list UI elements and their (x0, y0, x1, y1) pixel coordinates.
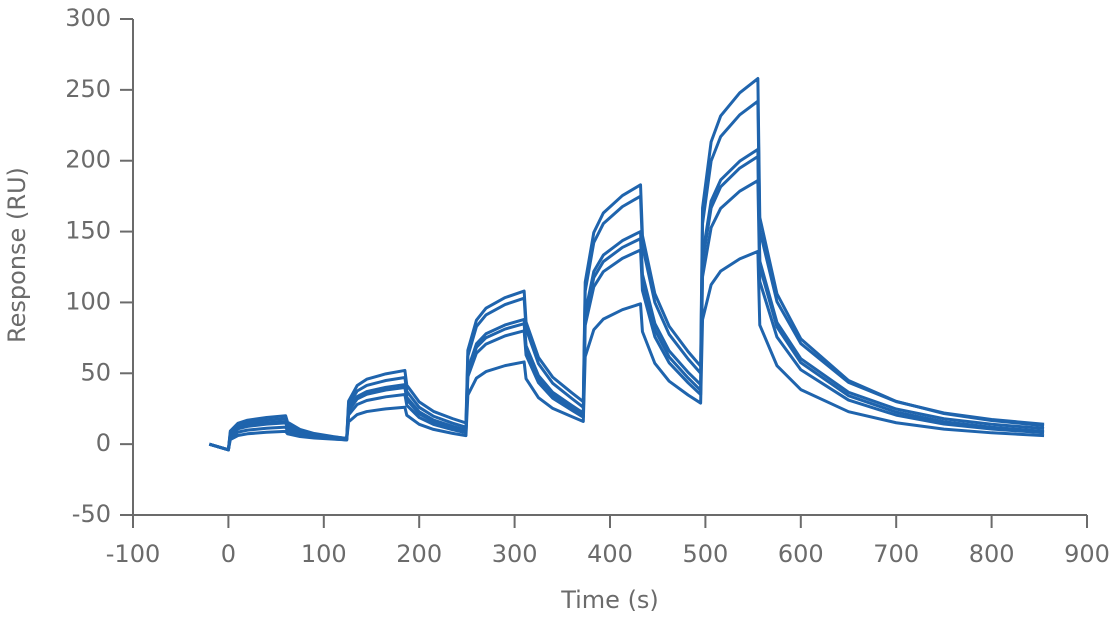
sensorgram-line (208, 77, 1045, 452)
x-tick-label: 300 (492, 540, 538, 568)
y-tick-label: 200 (65, 146, 111, 174)
x-tick-label: 0 (221, 540, 236, 568)
x-tick-label: 800 (969, 540, 1015, 568)
y-tick-label: 0 (96, 429, 111, 457)
y-tick-label: -50 (72, 500, 111, 528)
sensorgram-line (208, 179, 1045, 452)
y-axis-title: Response (RU) (3, 167, 31, 343)
x-tick-label: 100 (301, 540, 347, 568)
x-tick-label: 600 (778, 540, 824, 568)
x-tick-label: 400 (587, 540, 633, 568)
y-tick-label: 100 (65, 287, 111, 315)
x-tick-label: 500 (682, 540, 728, 568)
y-tick-label: 50 (80, 358, 111, 386)
x-tick-label: -100 (106, 540, 160, 568)
y-tick-label: 250 (65, 75, 111, 103)
x-tick-label: 200 (396, 540, 442, 568)
x-tick-label: 900 (1064, 540, 1110, 568)
y-tick-label: 150 (65, 217, 111, 245)
x-axis-title: Time (s) (560, 586, 659, 614)
y-tick-label: 300 (65, 4, 111, 32)
sensorgram-line (208, 99, 1045, 452)
x-tick-label: 700 (873, 540, 919, 568)
sensorgram-line (208, 249, 1045, 452)
